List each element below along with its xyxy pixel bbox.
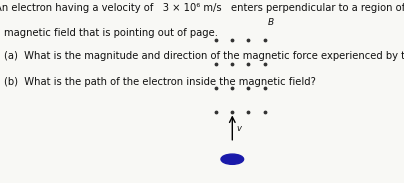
Text: An electron having a velocity of   3 × 10⁶ m/s   enters perpendicular to a regio: An electron having a velocity of 3 × 10⁶… [0,3,404,13]
Text: (b)  What is the path of the electron inside the magnetic field?: (b) What is the path of the electron ins… [4,77,316,87]
Circle shape [221,154,244,164]
Text: v: v [237,124,242,133]
Text: (a)  What is the magnitude and direction of the magnetic force experienced by th: (a) What is the magnitude and direction … [4,51,404,61]
Text: magnetic field that is pointing out of page.: magnetic field that is pointing out of p… [4,28,218,38]
Text: B: B [267,18,274,27]
